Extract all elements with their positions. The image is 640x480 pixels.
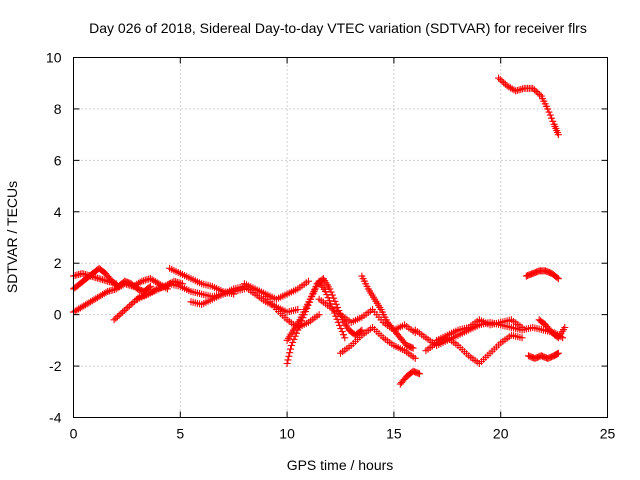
data-point-fill	[336, 321, 344, 329]
data-point	[341, 334, 349, 342]
data-point-fill	[284, 356, 292, 364]
data-point	[409, 344, 417, 352]
data-point	[287, 342, 295, 349]
y-tick-label: -2	[49, 358, 62, 374]
gridlines	[73, 57, 608, 418]
data-point-fill	[333, 315, 341, 323]
y-tick-label: 8	[54, 101, 62, 117]
data-point-fill	[129, 299, 137, 307]
data-point-fill	[553, 274, 561, 282]
x-axis-label: GPS time / hours	[287, 457, 394, 473]
data-point	[304, 277, 312, 285]
data-point-fill	[136, 278, 144, 286]
data-point-fill	[124, 303, 132, 311]
x-tick-label: 20	[493, 426, 509, 442]
data-point-fill	[112, 314, 120, 322]
x-tick-label: 0	[70, 426, 78, 442]
data-point-fill	[498, 77, 506, 85]
axis-ticks	[73, 57, 608, 418]
data-point	[127, 300, 135, 308]
data-point	[294, 306, 302, 313]
data-point-fill	[285, 352, 293, 360]
y-tick-label: 0	[54, 307, 62, 323]
data-point-fill	[530, 86, 538, 94]
data-point	[554, 349, 562, 357]
data-point-fill	[286, 349, 294, 357]
data-point-fill	[339, 331, 347, 339]
data-point-fill	[114, 313, 122, 321]
plot-frame	[73, 57, 608, 418]
data-point-fill	[289, 338, 297, 346]
data-point	[518, 334, 526, 342]
y-axis-label: SDTVAR / TECUs	[4, 181, 20, 293]
data-point	[554, 275, 562, 283]
y-tick-label: -4	[49, 410, 62, 426]
data-point-fill	[292, 329, 300, 337]
data-point-fill	[536, 91, 544, 99]
y-tick-label: 2	[54, 255, 62, 271]
data-point	[529, 84, 537, 92]
x-tick-label: 15	[386, 426, 402, 442]
data-point	[110, 316, 118, 324]
data-point-fill	[102, 289, 110, 297]
x-tick-label: 5	[176, 426, 184, 442]
data-point	[416, 370, 424, 378]
data-point	[554, 131, 562, 139]
data-point-fill	[125, 302, 133, 310]
data-point-fill	[145, 283, 153, 291]
data-point	[322, 288, 330, 295]
data-point-fill	[549, 117, 557, 125]
y-tick-label: 4	[54, 204, 62, 220]
data-point-fill	[325, 297, 333, 305]
data-point	[119, 308, 127, 316]
data-point	[495, 74, 503, 82]
data-point	[518, 324, 526, 331]
data-point-fill	[115, 311, 123, 319]
data-point-fill	[324, 294, 332, 302]
data-point-fill	[545, 108, 553, 116]
data-point	[112, 280, 120, 288]
data-point-fill	[532, 87, 540, 95]
y-tick-labels: -4 -2 0 2 4 6 8 10	[46, 50, 62, 426]
data-point	[146, 282, 154, 290]
data-point-fill	[287, 345, 295, 353]
x-tick-label: 10	[279, 426, 295, 442]
data-point-fill	[534, 89, 542, 97]
data-point	[544, 105, 552, 113]
data-point	[411, 354, 419, 362]
y-tick-label: 6	[54, 152, 62, 168]
data-point	[315, 311, 323, 319]
data-point-fill	[338, 328, 346, 336]
data-point	[334, 318, 342, 326]
x-tick-labels: 0 5 10 15 20 25	[70, 426, 616, 442]
data-point-fill	[337, 325, 345, 333]
data-point-fill	[323, 291, 331, 299]
data-point-fill	[120, 307, 128, 315]
data-point-fill	[500, 79, 508, 87]
data-point	[283, 360, 291, 367]
data-point-fill	[122, 305, 130, 313]
y-tick-label: 10	[46, 50, 62, 66]
data-point-fill	[548, 114, 556, 122]
data-point-fill	[546, 111, 554, 119]
chart-title: Day 026 of 2018, Sidereal Day-to-day VTE…	[89, 20, 587, 36]
data-point-fill	[496, 76, 504, 84]
data-point-fill	[290, 335, 298, 343]
data-point-fill	[117, 310, 125, 318]
x-tick-label: 25	[600, 426, 616, 442]
data-point	[561, 324, 569, 331]
data-points	[70, 74, 569, 388]
